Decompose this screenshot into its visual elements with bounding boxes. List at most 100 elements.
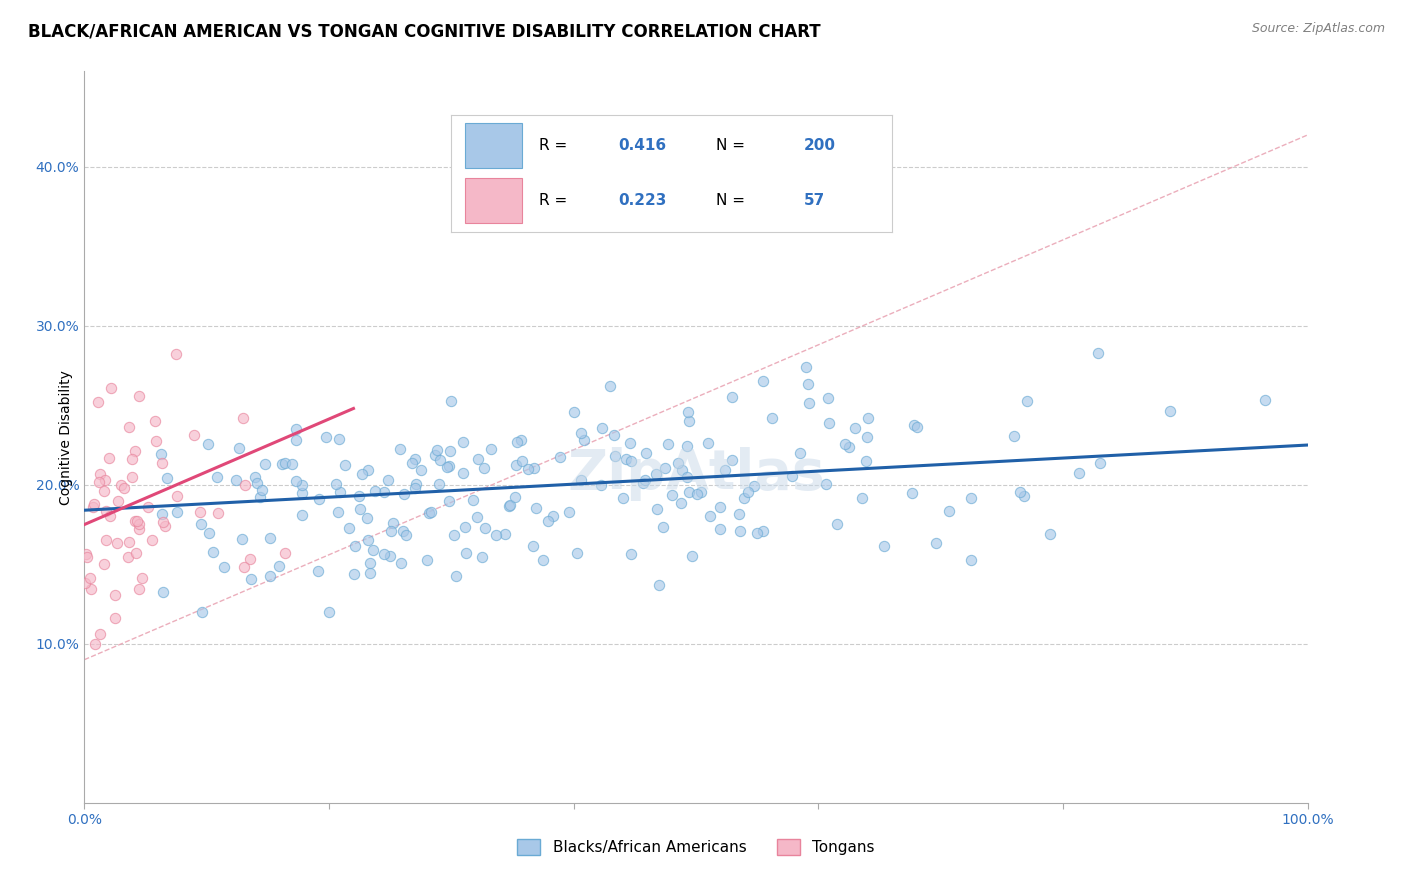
Text: ZipAtlas: ZipAtlas: [567, 447, 825, 500]
Point: [373, 485, 395, 500]
Point: [437, 459, 460, 474]
Point: [364, 483, 387, 498]
Point: [359, 556, 381, 570]
Point: [357, 463, 380, 477]
Point: [522, 540, 544, 554]
Point: [117, 549, 139, 564]
Point: [562, 405, 585, 419]
Point: [188, 505, 211, 519]
Point: [271, 457, 294, 471]
Point: [274, 456, 297, 470]
Point: [267, 559, 290, 574]
Point: [752, 524, 775, 539]
Point: [166, 505, 188, 519]
Point: [98, 508, 121, 523]
Point: [128, 389, 150, 403]
Point: [401, 456, 423, 470]
Point: [141, 533, 163, 547]
Point: [721, 453, 744, 467]
Point: [599, 379, 621, 393]
Point: [730, 524, 752, 539]
Point: [550, 450, 572, 465]
Point: [190, 517, 212, 532]
Point: [789, 446, 811, 460]
Point: [472, 461, 495, 475]
Point: [328, 505, 350, 519]
Point: [733, 491, 755, 505]
Point: [454, 546, 477, 560]
Point: [589, 478, 612, 492]
Point: [1010, 484, 1032, 499]
Point: [207, 506, 229, 520]
Point: [349, 502, 371, 516]
Point: [678, 414, 700, 428]
Point: [249, 490, 271, 504]
Point: [825, 516, 848, 531]
Point: [737, 484, 759, 499]
Point: [243, 470, 266, 484]
Point: [855, 453, 877, 467]
Point: [79, 571, 101, 585]
Point: [191, 605, 214, 619]
Point: [128, 522, 150, 536]
Point: [443, 528, 465, 542]
Point: [1254, 392, 1277, 407]
Point: [603, 450, 626, 464]
Point: [647, 501, 669, 516]
Y-axis label: Cognitive Disability: Cognitive Disability: [59, 369, 73, 505]
Point: [356, 511, 378, 525]
Point: [454, 520, 477, 534]
Point: [80, 582, 103, 597]
Point: [537, 514, 560, 528]
Point: [328, 433, 350, 447]
Point: [198, 526, 221, 541]
Point: [676, 404, 699, 418]
Point: [250, 483, 273, 497]
Point: [479, 442, 502, 456]
Point: [89, 467, 111, 482]
Point: [543, 508, 565, 523]
Point: [121, 470, 143, 484]
Point: [474, 521, 496, 535]
Point: [97, 450, 120, 465]
Point: [817, 416, 839, 430]
Point: [308, 492, 330, 507]
Point: [463, 492, 485, 507]
Point: [634, 446, 657, 460]
Point: [1159, 404, 1181, 418]
Point: [73, 576, 96, 591]
Point: [150, 447, 173, 461]
Point: [231, 532, 253, 546]
Point: [118, 534, 141, 549]
Point: [356, 533, 378, 547]
Point: [107, 494, 129, 508]
Point: [451, 466, 474, 480]
Point: [612, 491, 634, 505]
Point: [232, 411, 254, 425]
Point: [94, 533, 117, 547]
Point: [444, 569, 467, 583]
Point: [959, 552, 981, 566]
Point: [838, 440, 860, 454]
Point: [675, 470, 697, 484]
Point: [429, 452, 451, 467]
Point: [307, 564, 329, 578]
Point: [666, 456, 689, 470]
Point: [603, 428, 626, 442]
Point: [903, 417, 925, 432]
Point: [380, 549, 402, 564]
Point: [105, 536, 128, 550]
Point: [678, 484, 700, 499]
Point: [318, 605, 340, 619]
Point: [83, 497, 105, 511]
Point: [523, 460, 546, 475]
Point: [506, 435, 529, 450]
Point: [165, 347, 187, 361]
Point: [246, 475, 269, 490]
Point: [494, 527, 516, 541]
Point: [699, 508, 721, 523]
Point: [1015, 394, 1038, 409]
Point: [112, 481, 135, 495]
Point: [498, 500, 520, 514]
Point: [644, 467, 666, 482]
